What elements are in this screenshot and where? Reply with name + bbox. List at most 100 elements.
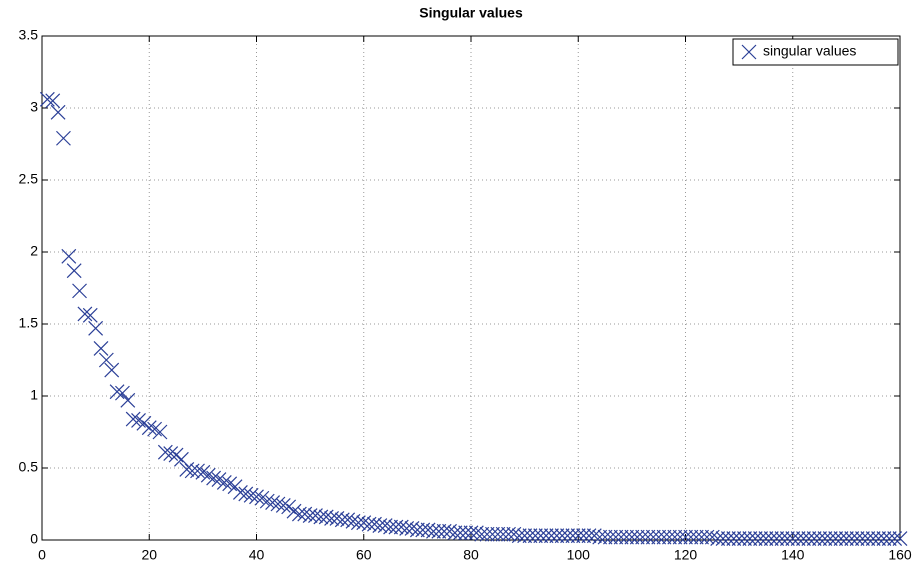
point [485, 526, 500, 542]
x-tick-label: 80 [463, 547, 479, 563]
point [812, 531, 827, 546]
point [608, 529, 624, 545]
point [452, 525, 468, 541]
point [828, 531, 844, 546]
point [495, 526, 511, 542]
point [592, 529, 608, 545]
point [157, 444, 173, 460]
point [838, 531, 854, 546]
point [790, 531, 806, 546]
point [554, 528, 570, 544]
point [458, 525, 474, 541]
point [447, 525, 463, 541]
point [613, 529, 629, 545]
point [715, 531, 731, 546]
x-tick-label: 160 [888, 547, 912, 563]
point [517, 528, 533, 544]
point [243, 487, 259, 503]
y-tick-label: 3 [30, 99, 38, 115]
point [206, 470, 222, 486]
point [710, 531, 726, 546]
point [286, 503, 302, 519]
x-tick-label: 60 [356, 547, 372, 563]
point [678, 529, 693, 545]
y-tick-label: 0.5 [19, 459, 39, 475]
x-tick-label: 40 [249, 547, 265, 563]
y-tick-label: 1 [30, 387, 38, 403]
point [774, 531, 790, 546]
y-tick-label: 1.5 [19, 315, 39, 331]
point [479, 526, 495, 542]
point [737, 531, 752, 546]
point [72, 283, 87, 299]
point [779, 531, 795, 546]
point [742, 531, 758, 546]
point [769, 531, 785, 546]
point [511, 528, 527, 544]
point [603, 529, 618, 545]
point [340, 512, 356, 528]
point [195, 464, 211, 480]
point [152, 424, 168, 440]
point [104, 362, 120, 378]
point [747, 531, 763, 546]
point [98, 352, 114, 368]
point [661, 529, 677, 545]
point [731, 531, 747, 546]
point [565, 528, 581, 544]
point [238, 486, 254, 502]
point [785, 531, 801, 546]
point [533, 528, 549, 544]
point [892, 531, 908, 546]
point [45, 93, 61, 109]
point [275, 498, 291, 513]
x-tick-label: 0 [38, 547, 46, 563]
point [560, 528, 575, 544]
y-tick-label: 3.5 [19, 27, 39, 43]
point [624, 529, 640, 545]
point [694, 529, 710, 545]
point [640, 529, 656, 545]
point [806, 531, 822, 546]
point [855, 531, 870, 546]
point [726, 531, 742, 546]
x-tick-label: 20 [141, 547, 157, 563]
legend-box [732, 38, 899, 66]
x-tick-label: 100 [567, 547, 591, 563]
point [860, 531, 876, 546]
point [490, 526, 506, 542]
chart-title: Singular values [419, 5, 523, 21]
point [576, 528, 592, 544]
point [431, 523, 447, 539]
point [141, 420, 157, 436]
point [635, 529, 651, 545]
point [656, 529, 672, 545]
point [822, 531, 838, 546]
x-tick-label: 120 [674, 547, 698, 563]
point [672, 529, 688, 545]
y-tick-label: 2 [30, 243, 38, 259]
plot-frame [41, 35, 901, 541]
point [720, 531, 736, 546]
point [82, 307, 98, 323]
point [131, 413, 146, 428]
point [667, 529, 683, 545]
point [758, 531, 774, 546]
point [211, 472, 227, 487]
point [876, 531, 892, 546]
point [844, 531, 860, 546]
point [544, 528, 559, 544]
y-tick-label: 2.5 [19, 171, 39, 187]
point [651, 529, 667, 545]
point [163, 446, 179, 462]
point [849, 531, 865, 546]
point [216, 474, 232, 490]
point [527, 528, 543, 544]
point [61, 248, 77, 264]
point [249, 489, 264, 505]
point [93, 341, 109, 356]
legend-label: singular values [763, 43, 856, 59]
point [688, 529, 704, 545]
